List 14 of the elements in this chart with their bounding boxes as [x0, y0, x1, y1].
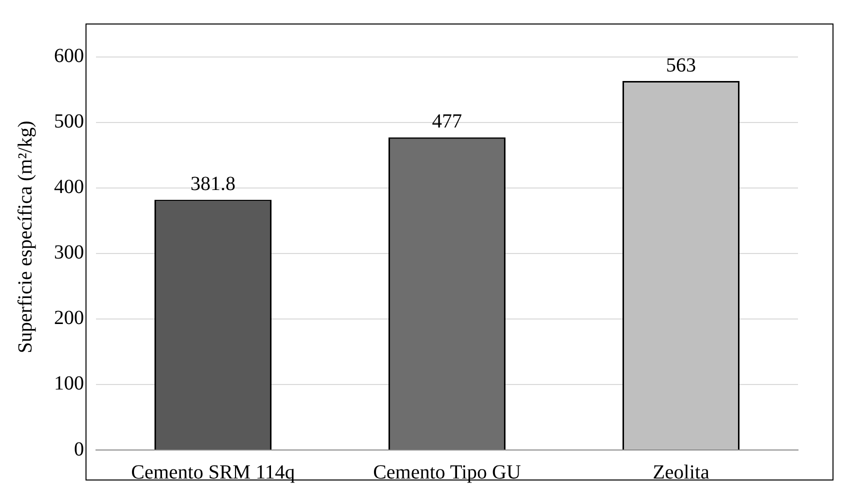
data-label: 563: [666, 54, 696, 76]
y-axis-title: Superficie específica (m²/kg): [14, 120, 36, 354]
x-tick-label: Zeolita: [652, 461, 710, 484]
y-tick-label: 0: [74, 438, 84, 460]
y-tick-label: 400: [54, 176, 84, 198]
x-tick-label: Cemento SRM 114q: [131, 461, 295, 484]
y-tick-label: 600: [54, 45, 84, 68]
y-tick-label: 200: [54, 307, 84, 330]
data-label: 477: [432, 110, 462, 133]
data-label: 381.8: [190, 173, 236, 196]
y-tick-label: 100: [54, 372, 84, 395]
y-tick-label: 500: [54, 110, 84, 133]
x-tick-label: Cemento Tipo GU: [373, 461, 522, 484]
y-tick-label: 300: [54, 242, 84, 264]
